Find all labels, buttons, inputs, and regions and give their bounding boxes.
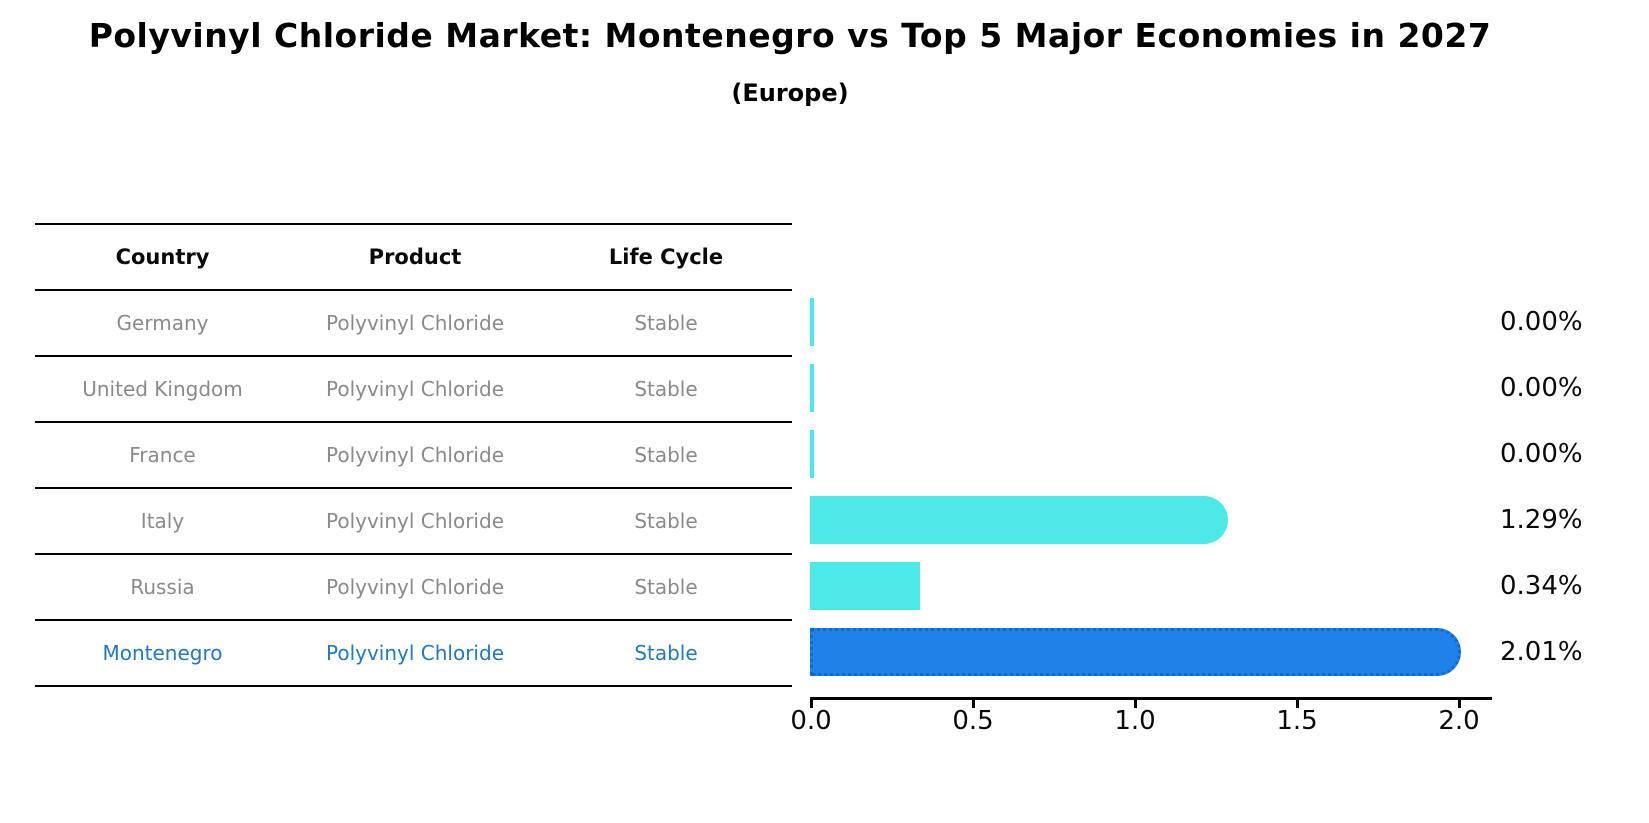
- x-axis-tick: [1296, 699, 1299, 708]
- table-header-row: Country Product Life Cycle: [35, 225, 792, 291]
- product-cell: Polyvinyl Chloride: [325, 575, 504, 599]
- x-tick-label: 0.5: [952, 706, 994, 736]
- product-cell: Polyvinyl Chloride: [325, 509, 504, 533]
- x-tick-label: 1.5: [1276, 706, 1318, 736]
- life-cycle-cell: Stable: [634, 311, 698, 335]
- x-axis-tick: [1458, 699, 1461, 708]
- table-row-russia: Russia Polyvinyl Chloride Stable: [35, 555, 792, 621]
- product-cell: Polyvinyl Chloride: [325, 641, 504, 665]
- data-table: Country Product Life Cycle Germany Polyv…: [35, 223, 792, 687]
- value-label-italy: 1.29%: [1500, 505, 1583, 535]
- product-cell: Polyvinyl Chloride: [325, 311, 504, 335]
- table-row-united-kingdom: United Kingdom Polyvinyl Chloride Stable: [35, 357, 792, 423]
- table-row-italy: Italy Polyvinyl Chloride Stable: [35, 489, 792, 555]
- value-label-montenegro: 2.01%: [1500, 637, 1583, 667]
- life-cycle-cell: Stable: [634, 509, 698, 533]
- life-cycle-cell: Stable: [634, 641, 698, 665]
- col-header-product: Product: [368, 245, 462, 269]
- country-cell: Germany: [116, 311, 209, 335]
- x-axis-tick: [810, 699, 813, 708]
- bar-france: [810, 430, 814, 478]
- x-tick-label: 2.0: [1438, 706, 1480, 736]
- value-label-germany: 0.00%: [1500, 307, 1583, 337]
- chart-subtitle: (Europe): [731, 79, 849, 107]
- table-row-france: France Polyvinyl Chloride Stable: [35, 423, 792, 489]
- x-axis-line: [810, 697, 1492, 700]
- value-label-france: 0.00%: [1500, 439, 1583, 469]
- value-label-united-kingdom: 0.00%: [1500, 373, 1583, 403]
- country-cell: France: [129, 443, 196, 467]
- x-tick-label: 1.0: [1114, 706, 1156, 736]
- life-cycle-cell: Stable: [634, 377, 698, 401]
- country-cell: Montenegro: [102, 641, 223, 665]
- col-header-life-cycle: Life Cycle: [608, 245, 724, 269]
- table-row-germany: Germany Polyvinyl Chloride Stable: [35, 291, 792, 357]
- bar-russia: [810, 562, 921, 610]
- table-row-montenegro: Montenegro Polyvinyl Chloride Stable: [35, 621, 792, 687]
- product-cell: Polyvinyl Chloride: [325, 443, 504, 467]
- x-tick-label: 0.0: [790, 706, 832, 736]
- x-axis-tick: [1134, 699, 1137, 708]
- product-cell: Polyvinyl Chloride: [325, 377, 504, 401]
- life-cycle-cell: Stable: [634, 443, 698, 467]
- bar-germany: [810, 298, 814, 346]
- bar-montenegro: [810, 628, 1462, 676]
- country-cell: Italy: [140, 509, 185, 533]
- country-cell: United Kingdom: [82, 377, 243, 401]
- x-axis-tick: [972, 699, 975, 708]
- value-label-russia: 0.34%: [1500, 571, 1583, 601]
- bar-united-kingdom: [810, 364, 814, 412]
- bar-italy: [810, 496, 1228, 544]
- col-header-country: Country: [115, 245, 210, 269]
- country-cell: Russia: [130, 575, 195, 599]
- chart-title: Polyvinyl Chloride Market: Montenegro vs…: [88, 16, 1492, 55]
- life-cycle-cell: Stable: [634, 575, 698, 599]
